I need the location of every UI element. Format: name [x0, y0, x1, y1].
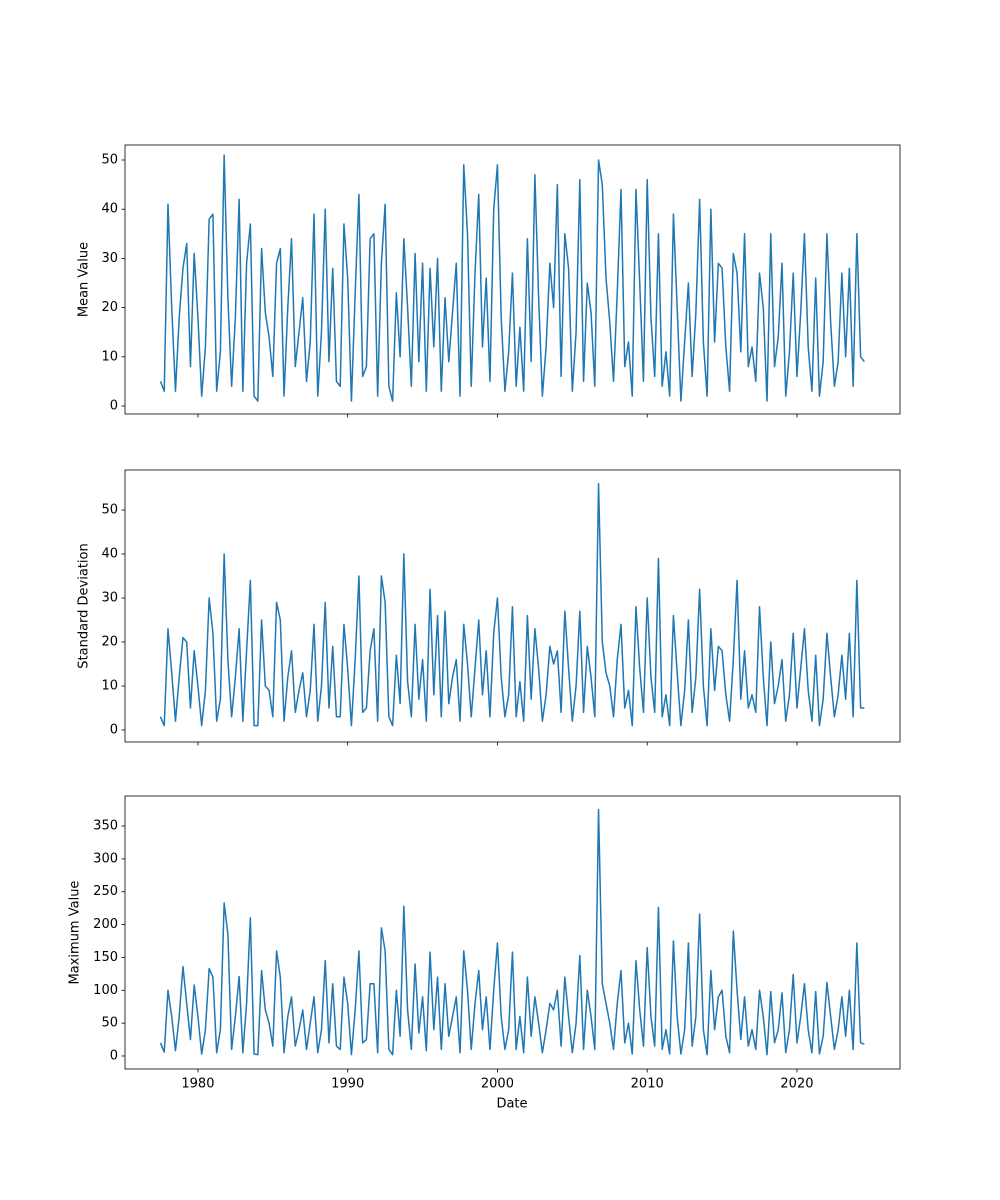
y-tick-label: 50	[101, 153, 118, 168]
y-tick-label: 150	[93, 950, 118, 965]
x-tick-label: 2020	[780, 1077, 813, 1092]
y-tick-label: 100	[93, 983, 118, 998]
y-tick-label: 50	[101, 503, 118, 518]
y-tick-label: 10	[101, 349, 118, 364]
y-tick-label: 0	[110, 1048, 118, 1063]
axes-frame	[124, 144, 901, 415]
y-tick-label: 40	[101, 202, 118, 217]
y-tick-label: 20	[101, 300, 118, 315]
y-tick-label: 350	[93, 819, 118, 834]
y-axis-label: Standard Deviation	[77, 543, 92, 668]
data-line	[159, 808, 865, 1056]
y-tick-label: 20	[101, 635, 118, 650]
y-tick-label: 300	[93, 851, 118, 866]
x-tick-label: 2010	[631, 1077, 664, 1092]
y-tick-label: 40	[101, 547, 118, 562]
y-tick-label: 30	[101, 251, 118, 266]
axes-frame	[124, 795, 901, 1070]
y-tick-label: 30	[101, 591, 118, 606]
x-tick-label: 2000	[481, 1077, 514, 1092]
y-tick-label: 200	[93, 917, 118, 932]
y-tick-label: 50	[101, 1016, 118, 1031]
y-tick-label: 0	[110, 722, 118, 737]
y-axis-label: Mean Value	[77, 242, 92, 317]
x-tick-label: 1980	[181, 1077, 214, 1092]
y-tick-label: 10	[101, 678, 118, 693]
data-line	[159, 154, 865, 402]
y-tick-label: 0	[110, 398, 118, 413]
data-line	[159, 482, 865, 727]
y-axis-label: Maximum Value	[68, 881, 83, 985]
x-tick-label: 1990	[331, 1077, 364, 1092]
x-axis-label: Date	[496, 1097, 527, 1112]
y-tick-label: 250	[93, 884, 118, 899]
axes-frame	[124, 469, 901, 743]
